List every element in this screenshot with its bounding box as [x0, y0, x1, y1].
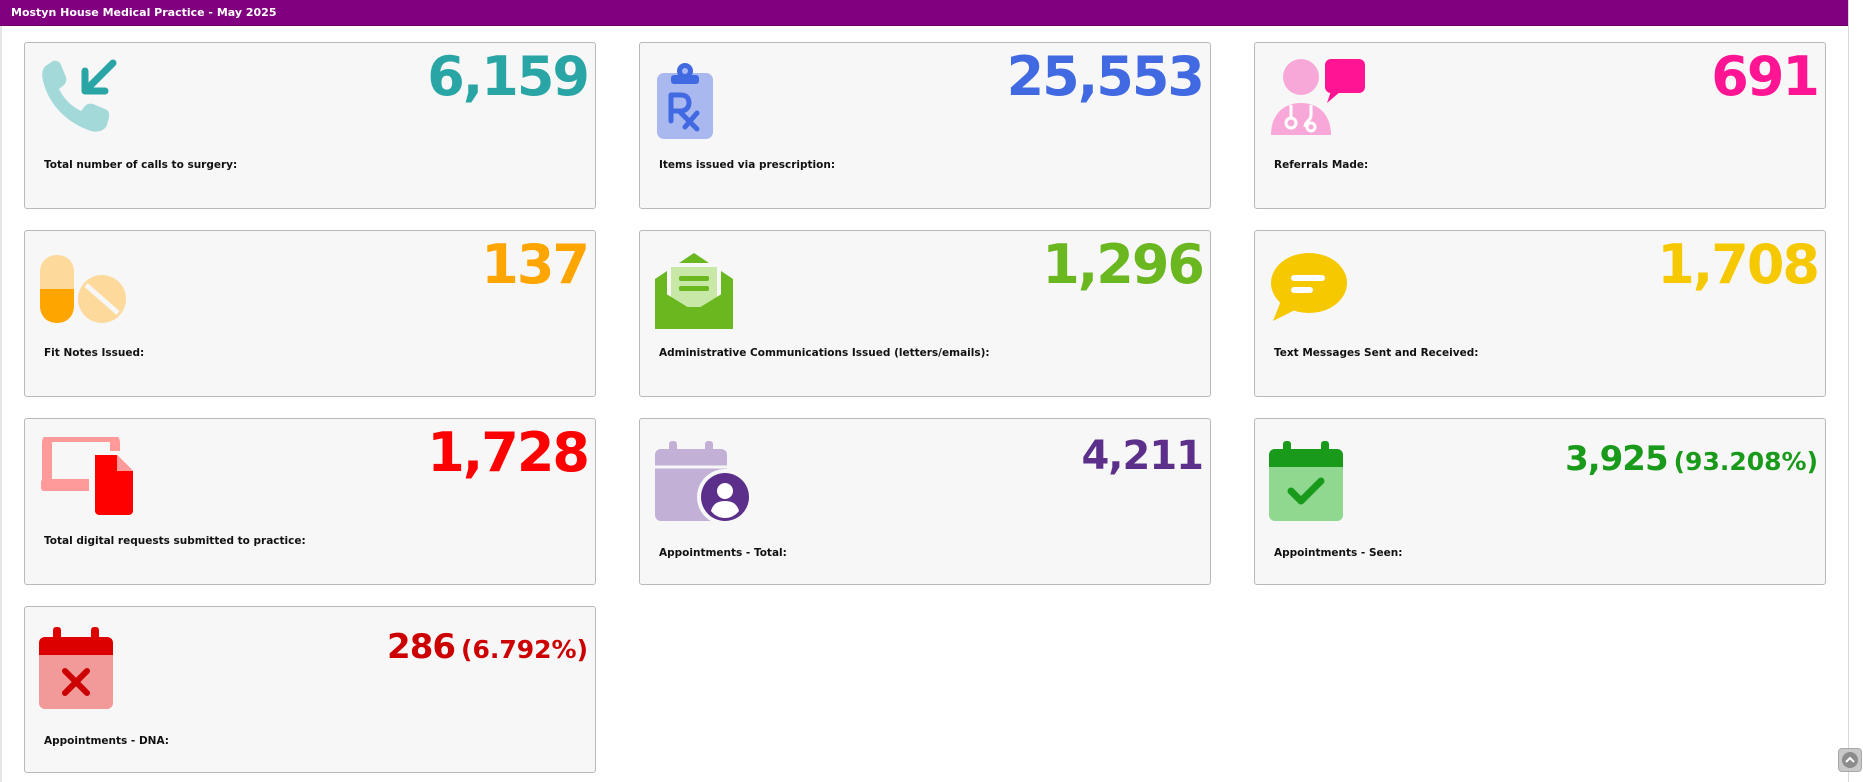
page-title-bar: Mostyn House Medical Practice - May 2025	[0, 0, 1848, 26]
envelope-letter-icon	[655, 249, 733, 334]
stat-value: 1,728	[427, 421, 590, 484]
stat-label: Administrative Communications Issued (le…	[659, 347, 990, 359]
calendar-check-icon	[1269, 441, 1345, 528]
stat-card-appointments-total: 4,211 Appointments - Total:	[639, 418, 1211, 585]
stat-label: Text Messages Sent and Received:	[1274, 347, 1479, 359]
stat-card-appointments-dna: 286 (6.792%) Appointments - DNA:	[24, 606, 596, 773]
chat-bubble-icon	[1269, 253, 1349, 328]
doctor-referral-icon	[1269, 57, 1369, 142]
stat-label: Appointments - DNA:	[44, 735, 169, 747]
stat-card-referrals: 691 Referrals Made:	[1254, 42, 1826, 209]
phone-incoming-icon	[39, 57, 119, 142]
stat-value-dna: 286 (6.792%)	[387, 627, 588, 667]
vertical-scrollbar[interactable]	[1848, 0, 1863, 782]
stat-percentage: (93.208%)	[1673, 447, 1818, 476]
stat-value: 1,296	[1042, 233, 1205, 296]
pills-icon	[40, 255, 130, 330]
stat-label: Items issued via prescription:	[659, 159, 836, 171]
stat-card-calls: 6,159 Total number of calls to surgery:	[24, 42, 596, 209]
stat-card-admin-comms: 1,296 Administrative Communications Issu…	[639, 230, 1211, 397]
stat-card-text-messages: 1,708 Text Messages Sent and Received:	[1254, 230, 1826, 397]
prescription-icon	[655, 61, 715, 146]
stat-label: Total number of calls to surgery:	[44, 159, 238, 171]
stat-card-prescriptions: 25,553 Items issued via prescription:	[639, 42, 1211, 209]
stat-value: 1,708	[1657, 233, 1820, 296]
page-border	[0, 26, 2, 782]
calendar-user-icon	[655, 441, 755, 532]
stat-label: Fit Notes Issued:	[44, 347, 145, 359]
stat-card-appointments-seen: 3,925 (93.208%) Appointments - Seen:	[1254, 418, 1826, 585]
stat-label: Appointments - Total:	[659, 547, 787, 559]
stat-value: 286	[387, 627, 456, 667]
stat-label: Appointments - Seen:	[1274, 547, 1403, 559]
stat-value: 3,925	[1565, 439, 1669, 479]
stat-value: 6,159	[427, 45, 590, 108]
calendar-x-icon	[39, 627, 115, 716]
stat-value: 691	[1711, 45, 1820, 108]
stat-value: 4,211	[1081, 433, 1204, 479]
stat-label: Total digital requests submitted to prac…	[44, 535, 306, 547]
page-title: Mostyn House Medical Practice - May 2025	[11, 6, 277, 19]
chevron-up-icon	[1842, 752, 1858, 768]
stat-percentage: (6.792%)	[461, 635, 588, 664]
stat-label: Referrals Made:	[1274, 159, 1369, 171]
scroll-to-top-button[interactable]	[1838, 748, 1862, 772]
stat-value: 25,553	[1006, 45, 1205, 108]
stat-card-digital-requests: 1,728 Total digital requests submitted t…	[24, 418, 596, 585]
stat-value: 137	[481, 233, 590, 296]
stat-card-fit-notes: 137 Fit Notes Issued:	[24, 230, 596, 397]
stat-value-seen: 3,925 (93.208%)	[1565, 439, 1818, 479]
digital-request-icon	[41, 432, 137, 522]
